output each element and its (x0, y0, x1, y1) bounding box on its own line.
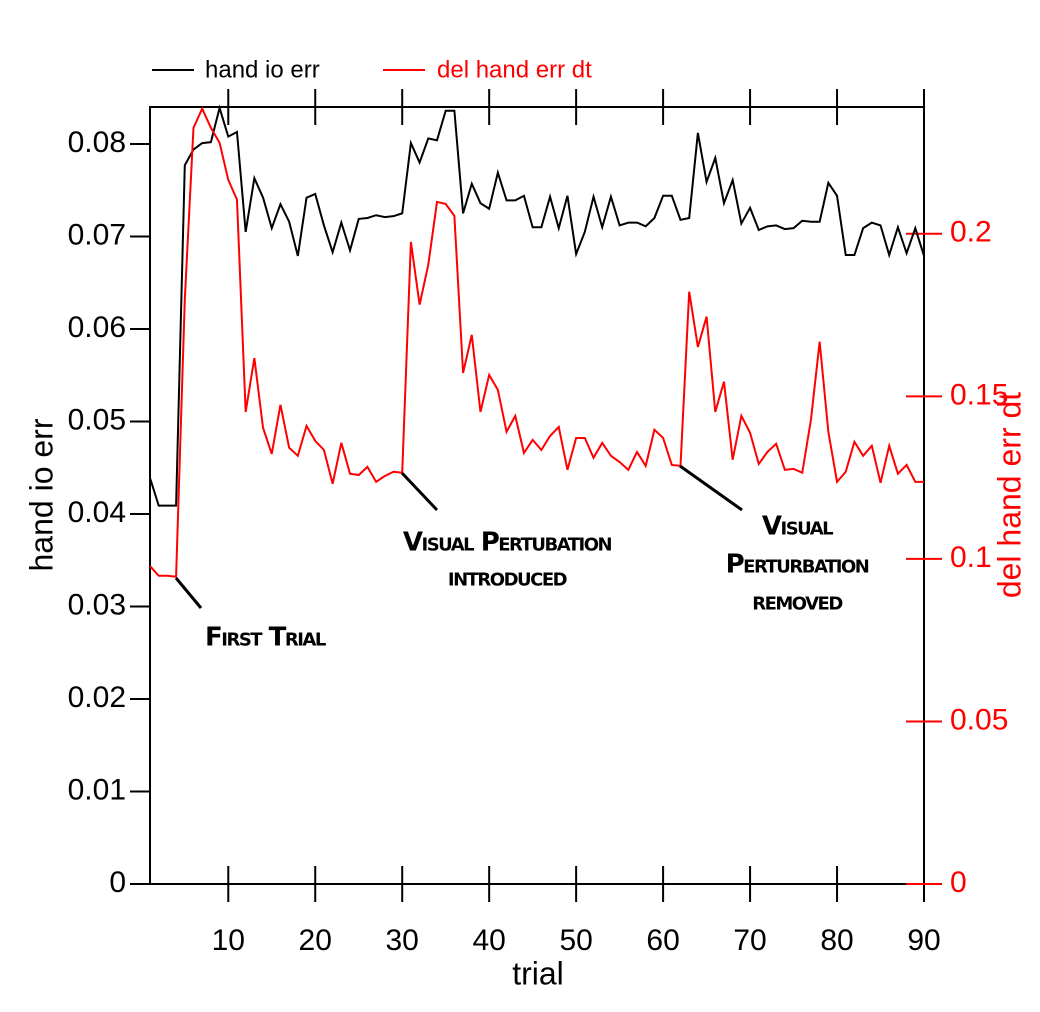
y-tick-label: 0.02 (68, 681, 126, 714)
y-tick-label: 0.06 (68, 311, 126, 344)
plot-frame (149, 106, 925, 885)
series-line (149, 104, 925, 507)
series-line (149, 106, 924, 578)
x-tick-label: 80 (820, 924, 853, 957)
y-tick-label: 0.05 (68, 403, 126, 436)
annotation-text: Visual Pertubation (403, 528, 612, 558)
y2-tick-label: 0.2 (950, 216, 992, 249)
annotation-text: First Trial (205, 623, 326, 653)
annotation-text: Visual (762, 512, 833, 542)
legend-label: hand io err (205, 56, 320, 83)
y-tick-label: 0 (109, 866, 126, 899)
y2-tick-label: 0.1 (950, 541, 992, 574)
y2-tick-label: 0.15 (950, 378, 1008, 411)
y-axis-label: hand io err (23, 418, 59, 571)
y-tick-label: 0.04 (68, 496, 126, 529)
y-tick-label: 0.03 (68, 588, 126, 621)
annotation-pointer (679, 464, 743, 512)
annotation-text: introduced (448, 563, 567, 593)
x-tick-label: 30 (386, 924, 419, 957)
annotation-pointer (174, 577, 203, 609)
y2-axis-label: del hand err dt (991, 392, 1027, 598)
y-tick-label: 0.08 (68, 126, 126, 159)
legend-label: del hand err dt (437, 56, 592, 83)
x-tick-label: 10 (212, 924, 245, 957)
x-tick-label: 90 (907, 924, 940, 957)
x-tick-label: 60 (646, 924, 679, 957)
annotation-text: removed (752, 587, 842, 617)
x-axis-label: trial (512, 955, 564, 991)
y-tick-label: 0.01 (68, 773, 126, 806)
x-tick-label: 70 (733, 924, 766, 957)
x-tick-label: 40 (472, 924, 505, 957)
y-tick-label: 0.07 (68, 218, 126, 251)
x-tick-label: 20 (299, 924, 332, 957)
annotation-text: Perturbation (726, 550, 869, 580)
y2-tick-label: 0 (950, 866, 967, 899)
x-tick-label: 50 (559, 924, 592, 957)
y2-tick-label: 0.05 (950, 703, 1008, 736)
annotation-pointer (400, 471, 439, 512)
